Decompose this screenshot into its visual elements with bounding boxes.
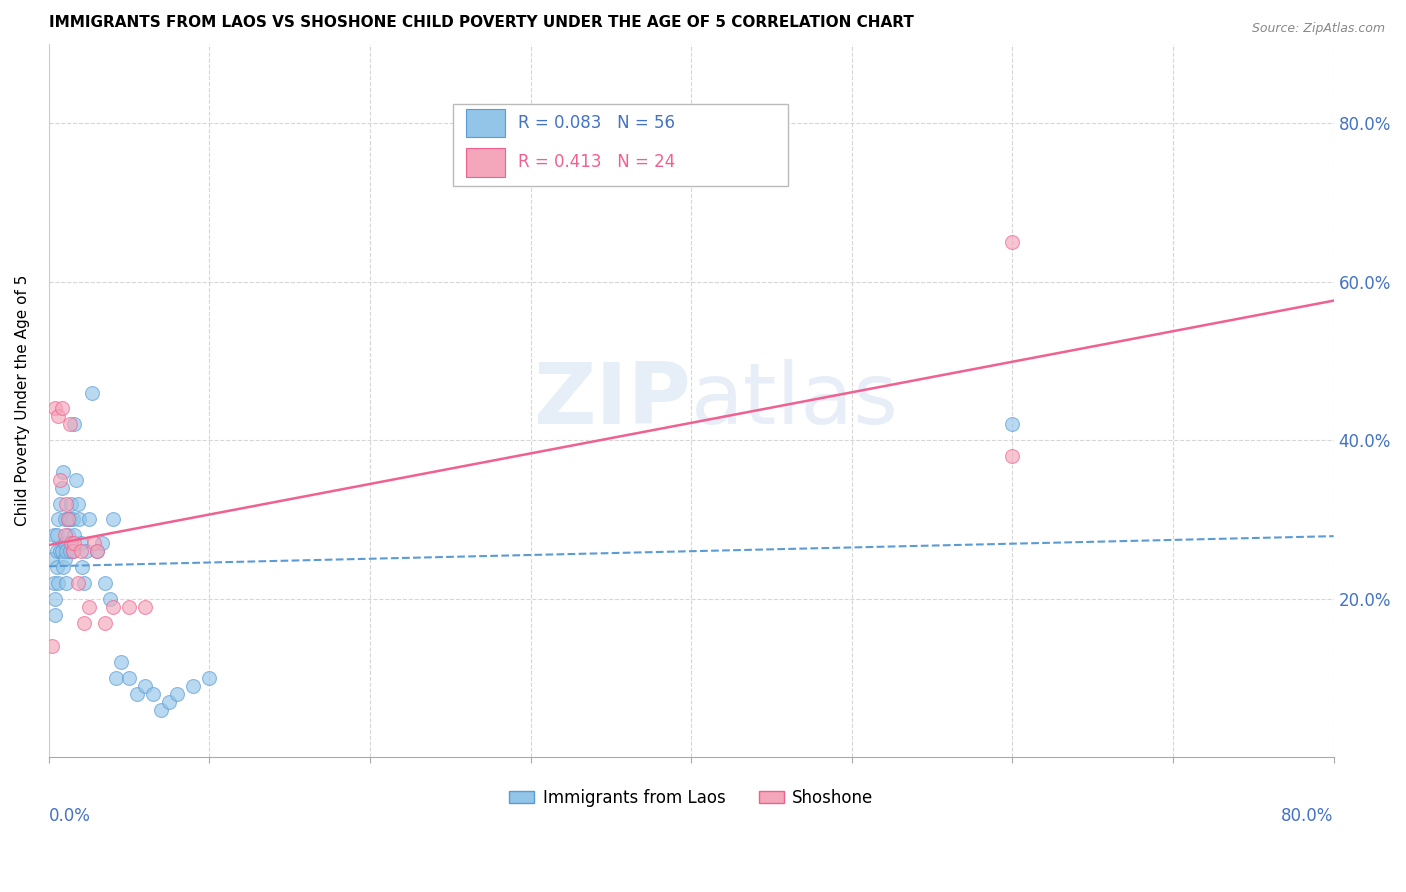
Point	[134, 599, 156, 614]
Point	[41, 552, 63, 566]
FancyBboxPatch shape	[467, 109, 505, 137]
Point	[59, 417, 82, 432]
Point	[198, 671, 221, 685]
Point	[49, 497, 72, 511]
Point	[118, 671, 141, 685]
Point	[59, 512, 82, 526]
Point	[56, 528, 79, 542]
Point	[45, 528, 67, 542]
Point	[44, 401, 66, 416]
Text: 0.0%: 0.0%	[49, 807, 90, 825]
Point	[90, 536, 112, 550]
Point	[83, 536, 105, 550]
Point	[150, 703, 173, 717]
Point	[51, 544, 73, 558]
Point	[73, 615, 96, 630]
Point	[65, 473, 87, 487]
Point	[52, 465, 75, 479]
Text: R = 0.413   N = 24: R = 0.413 N = 24	[517, 153, 675, 171]
Point	[63, 536, 86, 550]
Point	[118, 599, 141, 614]
Point	[62, 544, 84, 558]
FancyBboxPatch shape	[467, 148, 505, 177]
Point	[67, 512, 90, 526]
Point	[48, 512, 70, 526]
Point	[98, 591, 121, 606]
Text: Source: ZipAtlas.com: Source: ZipAtlas.com	[1251, 22, 1385, 36]
Point	[51, 481, 73, 495]
Point	[75, 544, 97, 558]
Text: R = 0.083   N = 56: R = 0.083 N = 56	[517, 114, 675, 132]
Point	[1001, 449, 1024, 463]
Y-axis label: Child Poverty Under the Age of 5: Child Poverty Under the Age of 5	[15, 275, 30, 526]
Point	[82, 385, 104, 400]
Point	[86, 544, 108, 558]
Point	[73, 576, 96, 591]
Point	[94, 576, 117, 591]
Point	[94, 615, 117, 630]
Point	[181, 679, 204, 693]
Point	[48, 576, 70, 591]
Point	[72, 560, 94, 574]
Point	[62, 544, 84, 558]
Point	[59, 544, 82, 558]
Point	[77, 599, 100, 614]
Text: atlas: atlas	[692, 359, 900, 442]
Point	[70, 536, 93, 550]
Point	[42, 576, 65, 591]
Text: 80.0%: 80.0%	[1281, 807, 1334, 825]
Point	[66, 497, 89, 511]
Point	[127, 687, 149, 701]
Point	[42, 528, 65, 542]
Point	[45, 544, 67, 558]
Point	[53, 536, 76, 550]
Point	[77, 512, 100, 526]
Point	[1001, 235, 1024, 249]
Point	[45, 560, 67, 574]
Point	[62, 512, 84, 526]
Legend: Immigrants from Laos, Shoshone: Immigrants from Laos, Shoshone	[502, 782, 880, 814]
Point	[51, 401, 73, 416]
Point	[48, 409, 70, 424]
Point	[60, 536, 83, 550]
Point	[110, 655, 132, 669]
Point	[44, 607, 66, 622]
Point	[53, 552, 76, 566]
Point	[157, 695, 180, 709]
Point	[56, 512, 79, 526]
Point	[105, 671, 128, 685]
Point	[41, 640, 63, 654]
Point	[134, 679, 156, 693]
Point	[63, 528, 86, 542]
Point	[49, 544, 72, 558]
Point	[70, 544, 93, 558]
Point	[1001, 417, 1024, 432]
Point	[60, 497, 83, 511]
Point	[55, 576, 77, 591]
Point	[55, 497, 77, 511]
Point	[63, 417, 86, 432]
Point	[49, 473, 72, 487]
Point	[166, 687, 188, 701]
Point	[142, 687, 165, 701]
Point	[52, 560, 75, 574]
FancyBboxPatch shape	[454, 104, 787, 186]
Point	[56, 512, 79, 526]
Text: IMMIGRANTS FROM LAOS VS SHOSHONE CHILD POVERTY UNDER THE AGE OF 5 CORRELATION CH: IMMIGRANTS FROM LAOS VS SHOSHONE CHILD P…	[49, 15, 914, 30]
Point	[44, 591, 66, 606]
Text: ZIP: ZIP	[533, 359, 692, 442]
Point	[86, 544, 108, 558]
Point	[55, 544, 77, 558]
Point	[101, 599, 124, 614]
Point	[66, 576, 89, 591]
Point	[53, 512, 76, 526]
Point	[53, 528, 76, 542]
Point	[101, 512, 124, 526]
